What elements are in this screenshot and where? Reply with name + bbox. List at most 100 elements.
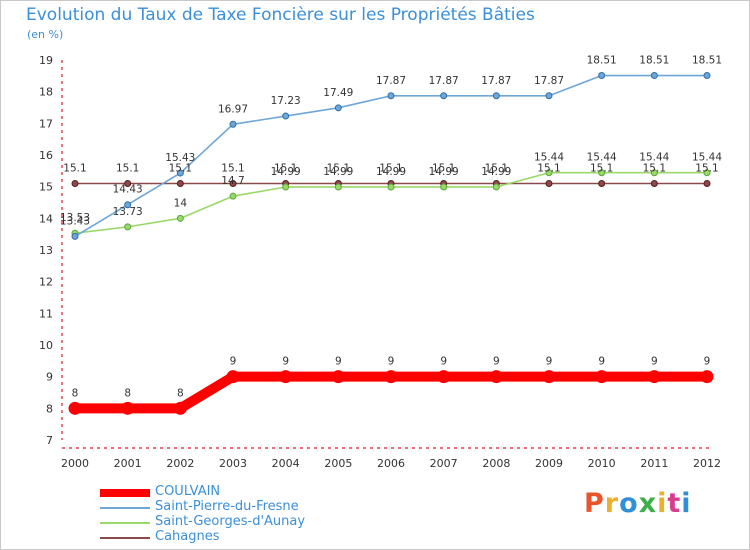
data-label: 14.99 xyxy=(271,166,301,178)
x-tick-label: 2006 xyxy=(377,457,405,470)
data-point xyxy=(331,370,345,384)
data-point xyxy=(542,370,556,384)
data-label: 15.44 xyxy=(587,152,617,164)
data-label: 8 xyxy=(72,387,79,399)
data-point xyxy=(650,180,658,187)
legend-swatch xyxy=(100,489,150,497)
data-point xyxy=(71,180,79,187)
data-point xyxy=(545,169,553,177)
data-point xyxy=(650,72,658,80)
data-label: 15.1 xyxy=(432,163,455,175)
data-point xyxy=(229,120,237,128)
data-point xyxy=(124,180,132,187)
data-point xyxy=(545,180,553,187)
legend-swatch xyxy=(100,522,150,524)
chart-subtitle: (en %) xyxy=(27,28,64,41)
data-point xyxy=(334,104,342,112)
data-point xyxy=(124,223,132,231)
data-label: 14.99 xyxy=(323,166,353,178)
data-label: 9 xyxy=(546,356,553,368)
legend-swatch xyxy=(100,507,150,509)
data-label: 13.73 xyxy=(113,206,143,218)
y-tick-label: 13 xyxy=(39,244,53,257)
y-tick-label: 19 xyxy=(39,54,53,67)
y-tick-label: 12 xyxy=(39,276,53,289)
data-label: 15.1 xyxy=(327,163,350,175)
data-label: 14.43 xyxy=(113,184,143,196)
x-tick-label: 2009 xyxy=(535,457,563,470)
data-label: 15.44 xyxy=(692,152,722,164)
data-point xyxy=(492,92,500,100)
data-point xyxy=(598,72,606,80)
data-point xyxy=(387,183,395,191)
data-label: 17.87 xyxy=(481,75,511,87)
data-label: 16.97 xyxy=(218,103,248,115)
data-point xyxy=(229,180,237,187)
data-label: 15.1 xyxy=(590,163,613,175)
data-point xyxy=(440,92,448,100)
y-tick-label: 8 xyxy=(46,402,53,415)
data-label: 15.1 xyxy=(537,163,560,175)
y-tick-label: 9 xyxy=(46,371,53,384)
data-label: 14.7 xyxy=(221,175,244,187)
proxiti-logo: Proxiti xyxy=(584,488,692,519)
data-label: 15.44 xyxy=(639,152,669,164)
data-label: 13.53 xyxy=(60,212,90,224)
data-point xyxy=(598,169,606,177)
data-label: 17.49 xyxy=(323,87,353,99)
x-tick-label: 2008 xyxy=(482,457,510,470)
data-label: 15.1 xyxy=(221,163,244,175)
chart-title: Evolution du Taux de Taxe Foncière sur l… xyxy=(26,5,535,25)
data-label: 15.1 xyxy=(643,163,666,175)
data-label: 15.1 xyxy=(485,163,508,175)
data-label: 18.51 xyxy=(587,55,617,67)
data-label: 8 xyxy=(124,387,131,399)
legend-label: Saint-Pierre-du-Fresne xyxy=(155,499,299,514)
data-point xyxy=(492,183,500,191)
data-label: 9 xyxy=(388,356,395,368)
x-tick-label: 2007 xyxy=(430,457,458,470)
x-tick-label: 2012 xyxy=(693,457,721,470)
data-point xyxy=(387,92,395,100)
data-label: 17.87 xyxy=(429,75,459,87)
data-point xyxy=(176,169,184,177)
data-label: 8 xyxy=(177,387,184,399)
x-tick-label: 2003 xyxy=(219,457,247,470)
legend-label: COULVAIN xyxy=(155,484,221,499)
data-point xyxy=(440,183,448,191)
x-tick-label: 2002 xyxy=(166,457,194,470)
legend-label: Cahagnes xyxy=(155,529,220,544)
data-label: 15.1 xyxy=(379,163,402,175)
y-tick-label: 11 xyxy=(39,307,53,320)
data-point xyxy=(176,214,184,222)
legend-swatch xyxy=(100,537,150,539)
data-label: 18.51 xyxy=(692,55,722,67)
data-point xyxy=(595,370,609,384)
data-point xyxy=(176,180,184,187)
data-label: 9 xyxy=(335,356,342,368)
data-label: 17.87 xyxy=(534,75,564,87)
data-label: 15.1 xyxy=(274,163,297,175)
y-tick-label: 10 xyxy=(39,339,53,352)
data-label: 9 xyxy=(704,356,711,368)
data-label: 9 xyxy=(230,356,237,368)
data-point xyxy=(121,401,135,415)
data-point xyxy=(703,169,711,177)
x-tick-label: 2004 xyxy=(272,457,300,470)
y-tick-label: 15 xyxy=(39,181,53,194)
y-tick-label: 7 xyxy=(46,434,53,447)
data-label: 15.1 xyxy=(169,163,192,175)
data-point xyxy=(124,201,132,209)
data-point xyxy=(282,112,290,120)
data-label: 14.99 xyxy=(429,166,459,178)
data-label: 9 xyxy=(493,356,500,368)
data-point xyxy=(489,370,503,384)
data-label: 18.51 xyxy=(639,55,669,67)
data-point xyxy=(703,72,711,80)
data-label: 9 xyxy=(598,356,605,368)
data-label: 14.99 xyxy=(481,166,511,178)
data-point xyxy=(279,370,293,384)
data-point xyxy=(71,232,79,240)
data-label: 15.1 xyxy=(63,163,86,175)
data-point xyxy=(173,401,187,415)
